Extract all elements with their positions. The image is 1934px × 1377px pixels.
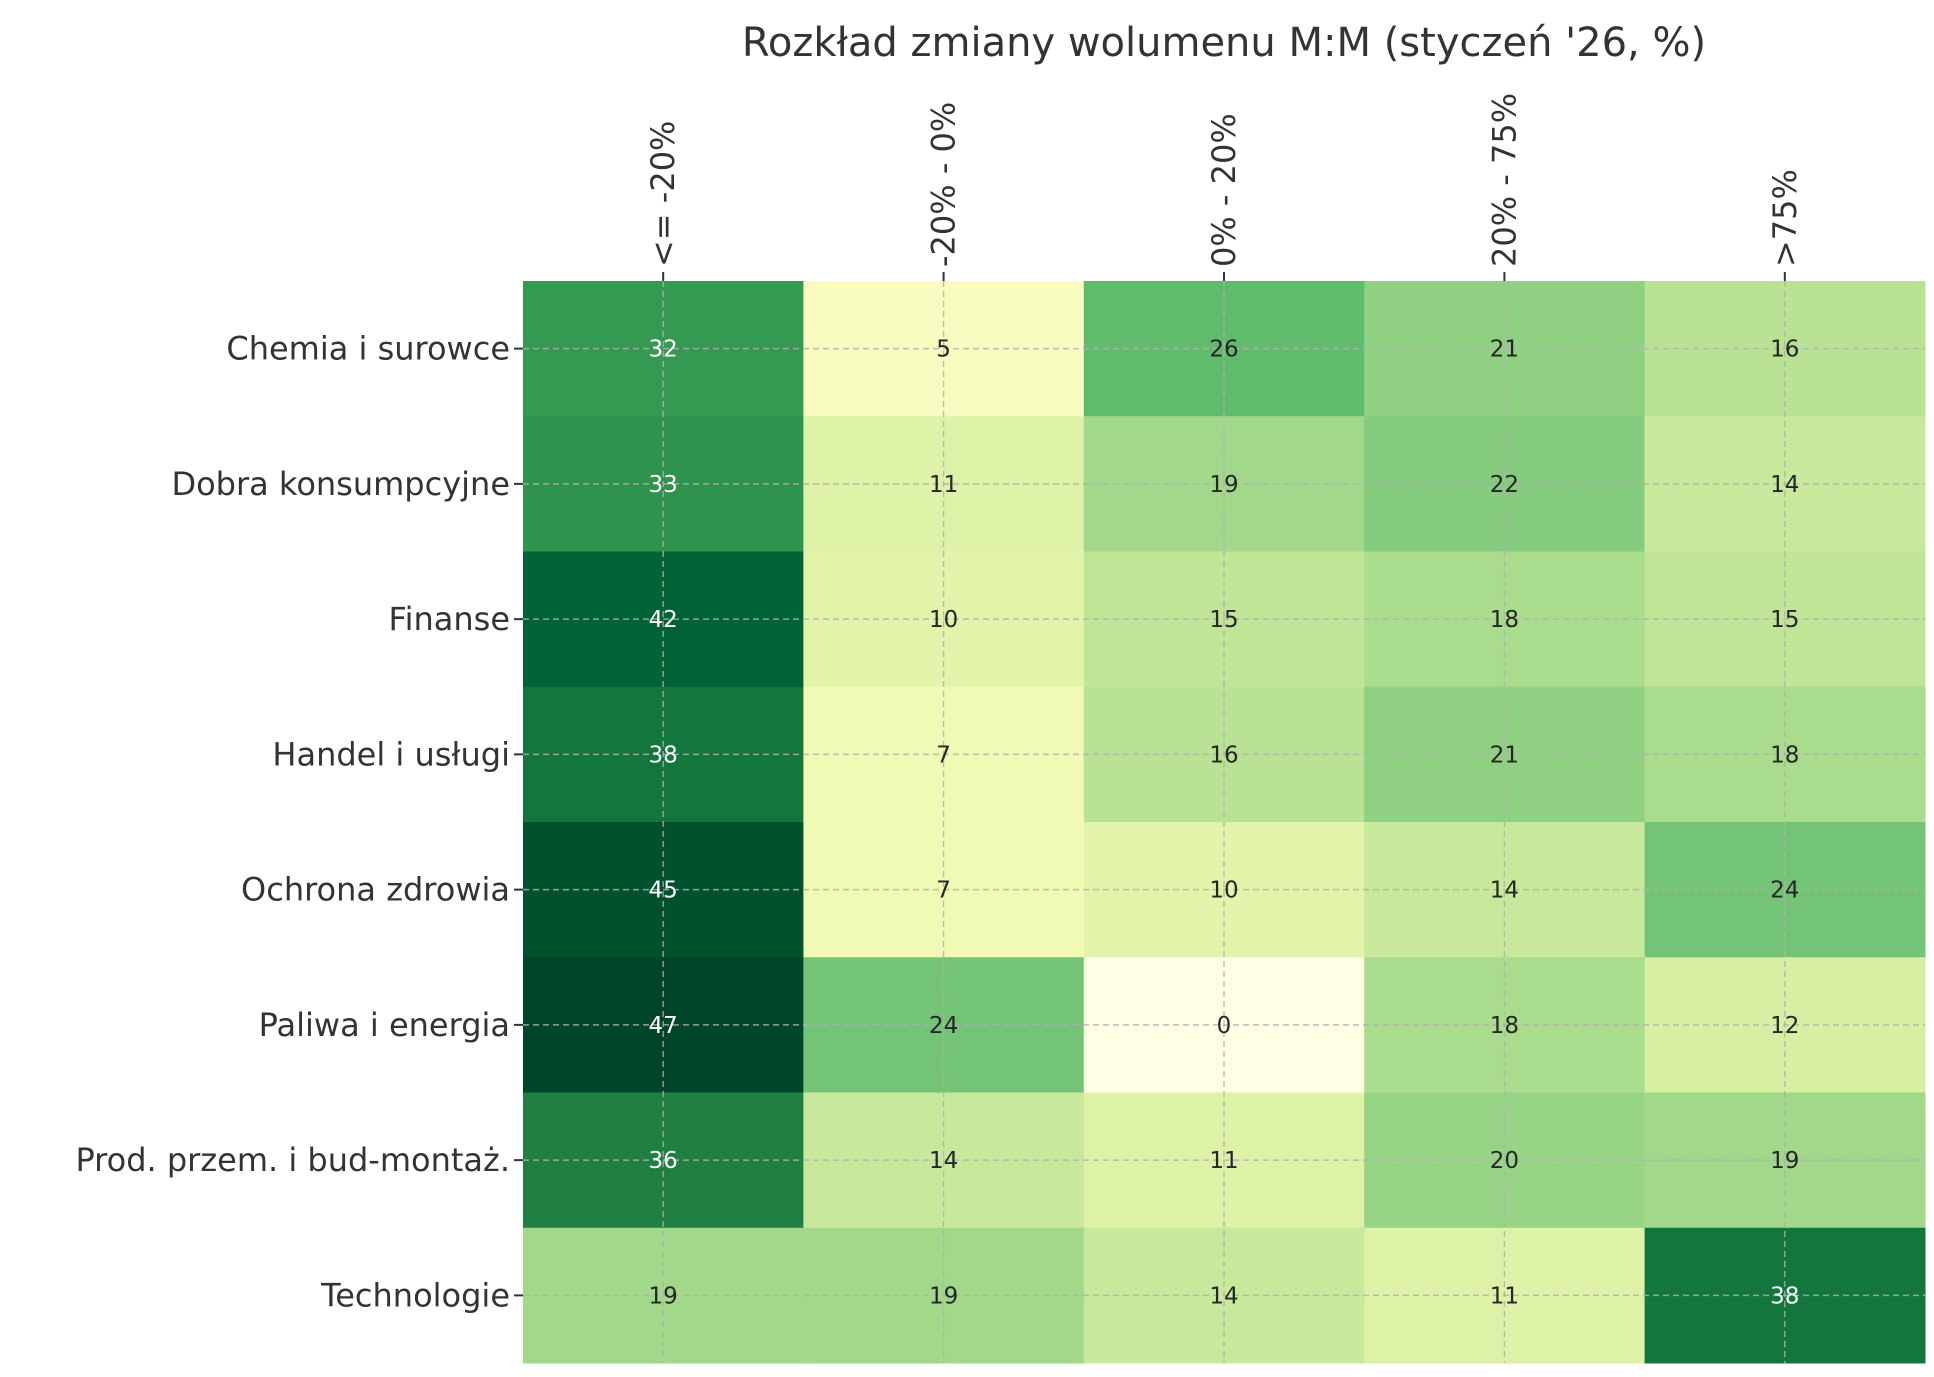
cell-value-label: 5: [936, 337, 951, 363]
cell-value-label: 22: [1490, 472, 1519, 498]
gridlines: [523, 281, 1925, 1363]
y-tick-label: Chemia i surowce: [226, 330, 510, 368]
cell-value-label: 38: [649, 742, 678, 768]
cell-value-label: 14: [1770, 472, 1799, 498]
y-tick-label: Technologie: [320, 1276, 510, 1314]
cell-value-label: 16: [1209, 742, 1238, 768]
cell-value-label: 18: [1490, 1013, 1519, 1039]
cell-value-label: 18: [1490, 607, 1519, 633]
cell-value-label: 11: [1209, 1148, 1238, 1174]
y-tick-label: Paliwa i energia: [259, 1006, 510, 1044]
cell-value-label: 33: [649, 472, 678, 498]
y-tick-label: Ochrona zdrowia: [241, 871, 510, 909]
cell-value-label: 45: [649, 878, 678, 904]
x-tick-label: -20% - 0%: [925, 102, 963, 267]
x-axis: <= -20% -20% - 0% 0% - 20% 20% - 75% >75%: [644, 93, 1804, 281]
cell-value-label: 47: [649, 1013, 678, 1039]
y-tick-label: Handel i usługi: [272, 735, 510, 773]
cell-value-label: 19: [649, 1283, 678, 1309]
cell-value-label: 0: [1217, 1013, 1232, 1039]
cell-value-label: 36: [649, 1148, 678, 1174]
y-axis: Chemia i surowce Dobra konsumpcyjne Finans…: [75, 330, 523, 1314]
cell-value-label: 21: [1490, 742, 1519, 768]
cell-value-label: 7: [936, 742, 951, 768]
cell-value-label: 7: [936, 878, 951, 904]
chart-title: Rozkład zmiany wolumenu M:M (styczeń '26…: [742, 20, 1706, 66]
y-tick-label: Prod. przem. i bud-montaż.: [75, 1141, 510, 1179]
y-tick-label: Dobra konsumpcyjne: [171, 465, 510, 503]
cell-value-label: 32: [649, 337, 678, 363]
cell-value-label: 14: [929, 1148, 958, 1174]
cell-value-label: 14: [1490, 878, 1519, 904]
cell-value-label: 16: [1770, 337, 1799, 363]
cell-value-label: 20: [1490, 1148, 1519, 1174]
cell-annotations: 32 5 26 21 16 33 11 19 22 14 42 10 15 18 15 38 7 16 21 18 45…: [649, 337, 1800, 1310]
cell-value-label: 11: [1490, 1283, 1519, 1309]
y-tick-label: Finanse: [389, 600, 511, 638]
x-tick-label: 20% - 75%: [1485, 93, 1523, 267]
cell-value-label: 38: [1770, 1283, 1799, 1309]
cell-value-label: 10: [929, 607, 958, 633]
cell-value-label: 21: [1490, 337, 1519, 363]
x-tick-label: 0% - 20%: [1205, 113, 1243, 267]
cell-value-label: 19: [1770, 1148, 1799, 1174]
cell-value-label: 19: [1209, 472, 1238, 498]
cell-value-label: 15: [1209, 607, 1238, 633]
x-tick-label: <= -20%: [644, 121, 682, 267]
cell-value-label: 10: [1209, 878, 1238, 904]
cell-value-label: 15: [1770, 607, 1799, 633]
cell-value-label: 11: [929, 472, 958, 498]
cell-value-label: 14: [1209, 1283, 1238, 1309]
cell-value-label: 24: [1770, 878, 1799, 904]
cell-value-label: 12: [1770, 1013, 1799, 1039]
cell-value-label: 26: [1209, 337, 1238, 363]
cell-value-label: 42: [649, 607, 678, 633]
x-tick-label: >75%: [1766, 169, 1804, 267]
cell-value-label: 19: [929, 1283, 958, 1309]
cell-value-label: 18: [1770, 742, 1799, 768]
cell-value-label: 24: [929, 1013, 958, 1039]
